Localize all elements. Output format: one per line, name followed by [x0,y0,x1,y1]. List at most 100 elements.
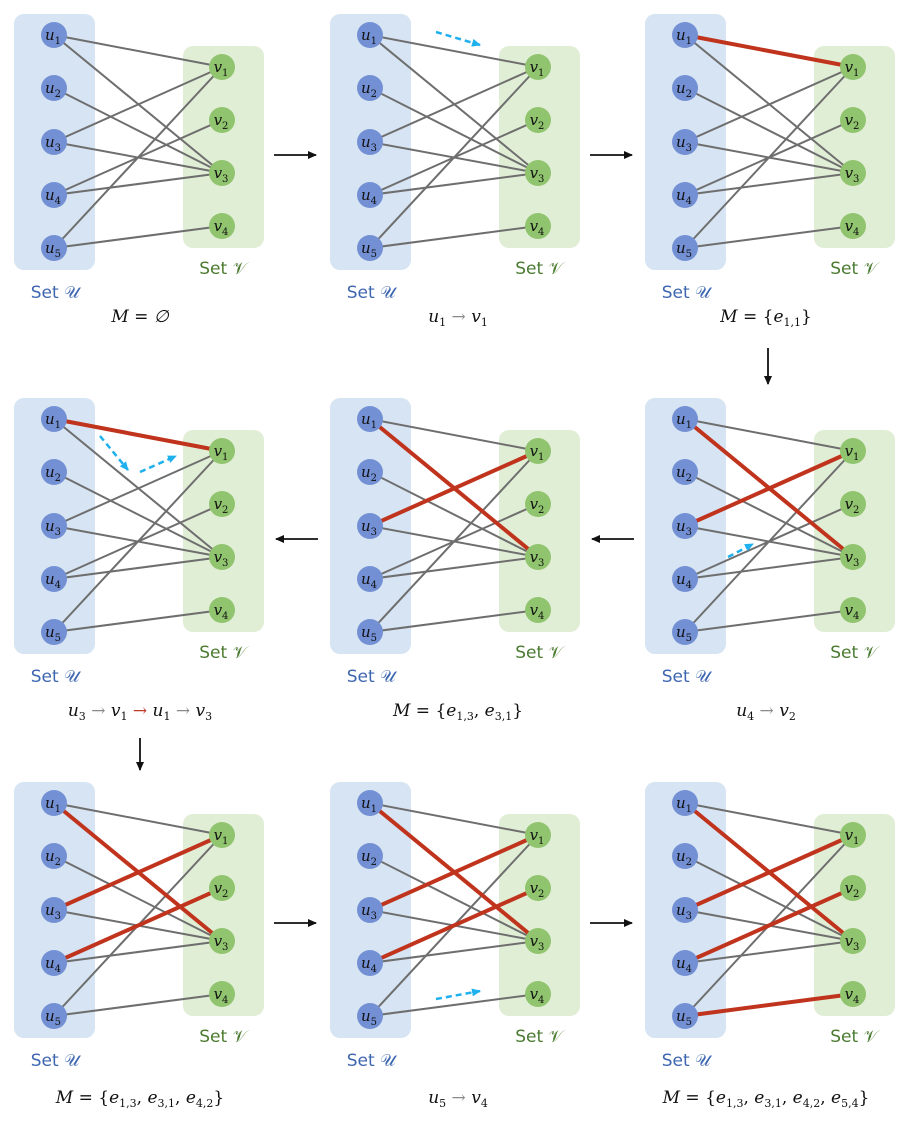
svg-text:v3: v3 [845,548,860,569]
u-node-5: u5 [357,1003,383,1029]
svg-text:v4: v4 [214,217,229,238]
svg-text:v1: v1 [530,58,545,79]
set-v-label: Set 𝒱 [830,1027,880,1047]
v-node-4: v4 [525,981,551,1007]
set-v-box [183,814,264,1016]
u-node-2: u2 [357,75,383,101]
svg-text:v2: v2 [845,879,860,900]
edge-u4-v3 [684,940,854,964]
u-node-4: u4 [357,950,383,976]
edge-u3-v1 [369,66,539,143]
edge-u3-v1 [684,66,854,143]
u-node-4: u4 [672,566,698,592]
svg-text:v3: v3 [214,932,229,953]
panel-5: Set 𝒰 Set 𝒱 u1 u2 u3 u4 u5 v1 v2 v3 v4 M = {e1,3, e… [330,398,580,723]
u-node-2: u2 [41,843,67,869]
svg-text:v4: v4 [845,217,860,238]
u-node-3: u3 [672,897,698,923]
svg-text:u5: u5 [361,239,377,260]
caption-panel-9: M = {e1,3, e3,1, e4,2, e5,4} [662,1088,870,1110]
svg-text:u1: u1 [676,794,692,815]
svg-text:v1: v1 [214,58,229,79]
svg-text:v3: v3 [530,932,545,953]
set-v-box [499,814,580,1016]
u-node-1: u1 [672,406,698,432]
svg-text:u2: u2 [45,79,61,100]
svg-text:u1: u1 [361,26,377,47]
svg-text:v2: v2 [530,879,545,900]
edge-u2-v3 [684,471,854,558]
v-node-4: v4 [525,597,551,623]
search-arrow [435,988,481,1001]
set-u-label: Set 𝒰 [662,667,713,687]
u-node-5: u5 [672,1003,698,1029]
svg-text:u1: u1 [45,794,61,815]
v-node-3: v3 [840,160,866,186]
edge-u5-v1 [369,450,539,633]
svg-text:u1: u1 [361,410,377,431]
v-node-2: v2 [840,107,866,133]
matched-edge-u4-v2 [53,886,223,965]
svg-text:v1: v1 [845,442,860,463]
u-node-1: u1 [41,406,67,432]
set-v-label: Set 𝒱 [515,643,565,663]
edge-u3-v1 [53,450,223,527]
v-node-4: v4 [525,213,551,239]
svg-text:v4: v4 [214,601,229,622]
edge-u4-v3 [369,940,539,964]
u-node-4: u4 [41,182,67,208]
v-node-2: v2 [525,491,551,517]
v-node-2: v2 [840,875,866,901]
caption-panel-7: M = {e1,3, e3,1, e4,2} [55,1088,224,1110]
set-v-label: Set 𝒱 [199,1027,249,1047]
svg-text:u4: u4 [676,570,692,591]
svg-text:u5: u5 [45,623,61,644]
edge-u1-v1 [53,34,223,68]
u-node-5: u5 [41,1003,67,1029]
u-node-3: u3 [672,129,698,155]
u-node-3: u3 [672,513,698,539]
u-node-4: u4 [41,950,67,976]
edge-u5-v4 [684,609,854,633]
svg-text:u4: u4 [45,954,61,975]
v-node-1: v1 [209,822,235,848]
svg-text:u5: u5 [45,1007,61,1028]
svg-text:v4: v4 [845,601,860,622]
svg-text:v1: v1 [845,826,860,847]
edge-u2-v3 [53,87,223,174]
edge-u5-v4 [369,609,539,633]
v-node-1: v1 [840,438,866,464]
edge-u4-v3 [369,172,539,196]
v-node-3: v3 [525,544,551,570]
svg-text:u5: u5 [361,623,377,644]
svg-text:u1: u1 [361,794,377,815]
v-node-1: v1 [840,54,866,80]
svg-text:u3: u3 [45,517,61,538]
set-u-label: Set 𝒰 [31,283,82,303]
svg-text:u3: u3 [361,517,377,538]
matched-edge-u3-v1 [53,833,223,912]
edge-u4-v3 [53,556,223,580]
u-node-5: u5 [672,235,698,261]
v-node-3: v3 [840,928,866,954]
v-node-3: v3 [209,160,235,186]
u-node-5: u5 [672,619,698,645]
svg-text:u2: u2 [676,847,692,868]
svg-text:v4: v4 [214,985,229,1006]
svg-text:v2: v2 [214,111,229,132]
svg-text:v3: v3 [214,548,229,569]
svg-text:u2: u2 [676,463,692,484]
u-node-1: u1 [357,22,383,48]
u-node-5: u5 [357,619,383,645]
u-node-5: u5 [41,235,67,261]
set-v-label: Set 𝒱 [199,643,249,663]
svg-text:u4: u4 [676,954,692,975]
u-node-3: u3 [357,897,383,923]
search-arrow [99,435,129,471]
svg-text:v2: v2 [214,879,229,900]
u-node-4: u4 [357,182,383,208]
v-node-1: v1 [525,438,551,464]
set-v-label: Set 𝒱 [830,643,880,663]
set-v-label: Set 𝒱 [515,1027,565,1047]
